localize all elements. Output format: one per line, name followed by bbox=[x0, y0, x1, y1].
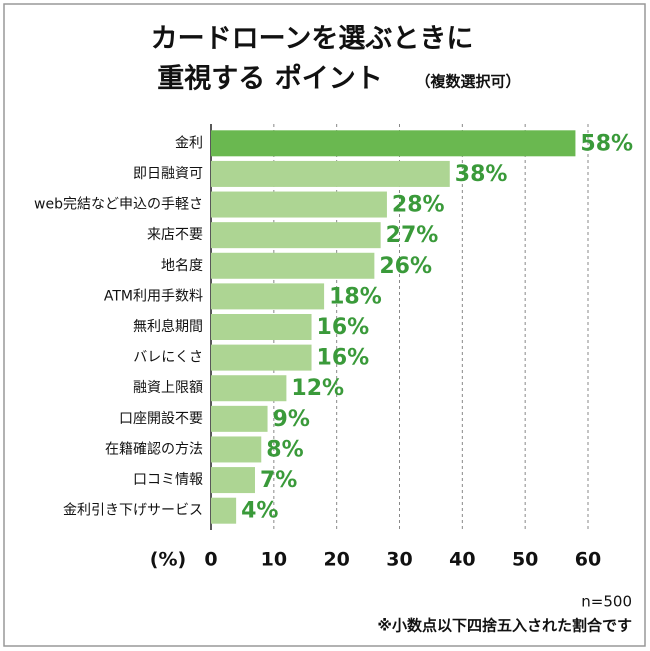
value-label: 58% bbox=[580, 131, 633, 156]
value-label: 16% bbox=[317, 315, 370, 340]
chart-title: カードローンを選ぶときに bbox=[151, 24, 474, 55]
x-axis-label: (%) bbox=[150, 549, 186, 571]
value-label: 28% bbox=[392, 193, 445, 218]
chart-title: 重視する ポイント bbox=[157, 64, 382, 95]
value-label: 7% bbox=[260, 468, 297, 493]
value-label: 16% bbox=[317, 346, 370, 371]
x-tick-label: 20 bbox=[323, 549, 349, 571]
value-label: 9% bbox=[273, 407, 310, 432]
frame bbox=[3, 3, 646, 647]
y-tick-label: 在籍確認の方法 bbox=[105, 440, 203, 457]
bar bbox=[211, 405, 268, 432]
y-tick-label: 来店不要 bbox=[147, 227, 203, 243]
bar bbox=[211, 160, 450, 187]
x-tick-label: 0 bbox=[204, 549, 217, 571]
y-tick-label: web完結など申込の手軽さ bbox=[34, 197, 203, 213]
y-tick-label: 無利息期間 bbox=[133, 318, 203, 335]
value-label: 27% bbox=[386, 223, 439, 248]
bar bbox=[211, 436, 262, 463]
value-label: 8% bbox=[266, 437, 303, 462]
value-label: 26% bbox=[379, 254, 432, 279]
value-label: 4% bbox=[241, 499, 278, 524]
bar bbox=[211, 344, 312, 371]
y-tick-label: 金利引き下げサービス bbox=[63, 503, 203, 519]
y-tick-label: 即日融資可 bbox=[133, 166, 203, 182]
bar bbox=[211, 191, 387, 218]
chart-subtitle: （複数選択可） bbox=[415, 73, 520, 91]
x-tick-label: 40 bbox=[449, 549, 475, 571]
y-tick-label: 口コミ情報 bbox=[133, 472, 203, 488]
value-label: 38% bbox=[455, 162, 508, 187]
y-tick-label: バレにくさ bbox=[133, 350, 203, 366]
bar bbox=[211, 252, 375, 279]
x-tick-label: 50 bbox=[512, 549, 538, 571]
bar bbox=[211, 130, 576, 157]
y-tick-label: 口座開設不要 bbox=[119, 411, 203, 427]
bar bbox=[211, 222, 381, 249]
bar bbox=[211, 283, 325, 310]
y-tick-label: 地名度 bbox=[161, 258, 203, 274]
x-tick-label: 60 bbox=[575, 549, 601, 571]
bar bbox=[211, 375, 287, 402]
bar bbox=[211, 497, 237, 524]
x-tick-label: 10 bbox=[261, 549, 287, 571]
x-tick-label: 30 bbox=[386, 549, 412, 571]
y-tick-label: 融資上限額 bbox=[133, 380, 203, 396]
bar bbox=[211, 314, 312, 340]
value-label: 12% bbox=[291, 376, 344, 401]
y-tick-label: ATM利用手数料 bbox=[104, 288, 203, 304]
bar bbox=[211, 467, 255, 494]
value-label: 18% bbox=[329, 284, 382, 309]
note: n=500 bbox=[581, 593, 632, 611]
note: ※小数点以下四捨五入された割合です bbox=[377, 617, 632, 635]
y-tick-label: 金利 bbox=[175, 135, 203, 151]
